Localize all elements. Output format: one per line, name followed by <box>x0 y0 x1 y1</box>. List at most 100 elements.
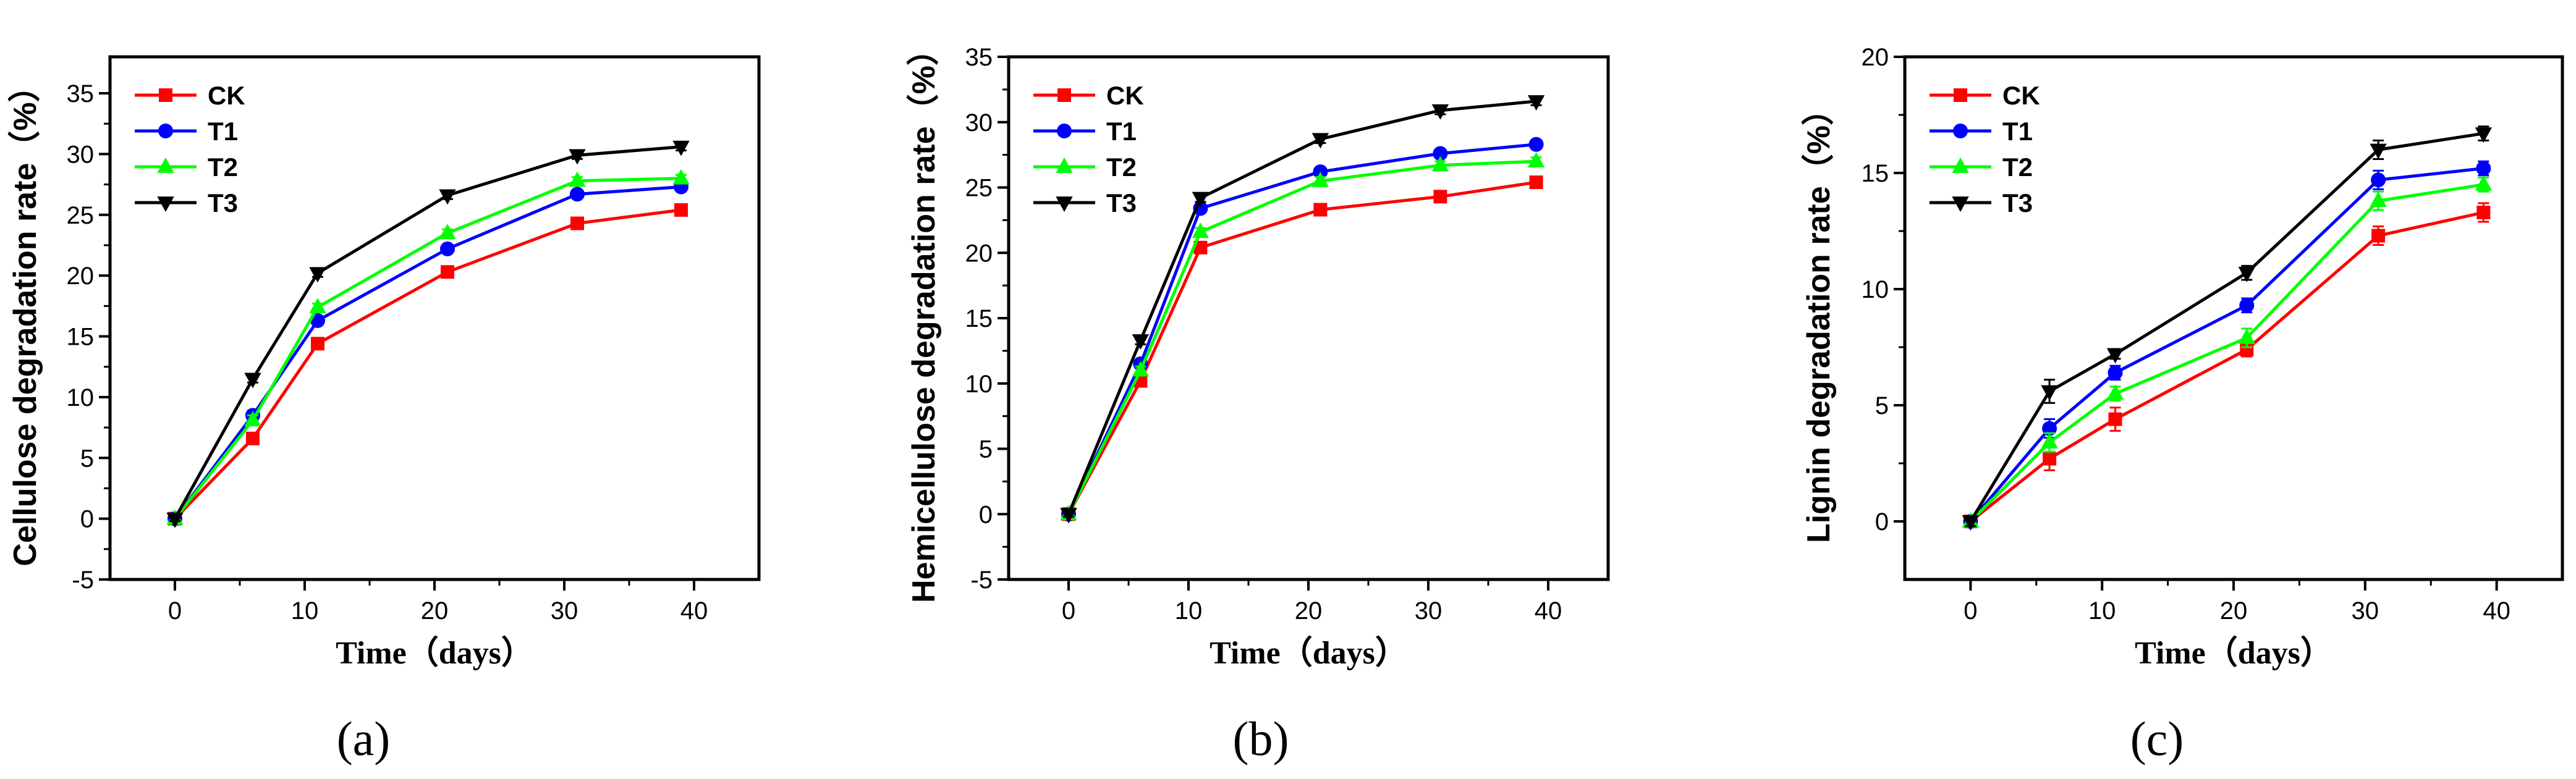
data-point <box>1433 190 1447 204</box>
x-tick-label: 0 <box>1964 597 1977 625</box>
data-point <box>2238 328 2255 344</box>
data-point <box>1528 137 1544 152</box>
data-point <box>1192 192 1210 208</box>
series-ck <box>1062 175 1543 521</box>
legend-label: T3 <box>208 188 238 217</box>
x-tick-label: 0 <box>1062 597 1075 625</box>
legend-item-t1: T1 <box>135 117 238 146</box>
y-axis-label: Lignin degradation rate（%） <box>1801 93 1837 543</box>
data-point <box>1056 196 1073 213</box>
y-tick-label: -5 <box>970 566 993 594</box>
series-line <box>174 177 682 520</box>
x-tick-label: 20 <box>421 597 449 625</box>
series-t3 <box>1060 95 1545 524</box>
series-line <box>1969 166 2484 523</box>
series-t2 <box>166 169 690 525</box>
y-tick-label: 20 <box>1862 44 1889 71</box>
y-tick-label: 0 <box>979 501 993 528</box>
y-tick-label: 35 <box>67 80 95 107</box>
y-tick-label: 25 <box>67 202 95 229</box>
data-point <box>2370 143 2387 159</box>
x-tick-label: 10 <box>291 597 319 625</box>
series-t1 <box>167 179 688 526</box>
y-tick-label: 35 <box>965 44 993 71</box>
x-tick-label: 40 <box>2483 597 2510 625</box>
legend-item-t2: T2 <box>1930 153 2033 182</box>
data-point <box>1311 171 1329 187</box>
legend-label: CK <box>1106 81 1144 110</box>
data-point <box>1313 203 1328 217</box>
data-point <box>2238 266 2255 282</box>
y-tick-label: 0 <box>1875 508 1889 536</box>
legend-label: T2 <box>208 153 238 182</box>
data-point <box>166 512 184 528</box>
x-axis-label: Time（days） <box>336 635 533 671</box>
data-point <box>1962 515 1980 531</box>
data-point <box>441 265 454 279</box>
y-tick-label: 10 <box>965 371 993 398</box>
data-point <box>1132 361 1150 377</box>
plot-frame <box>1007 55 1610 581</box>
series-ck <box>168 203 688 526</box>
series-ck <box>1964 202 2491 528</box>
panel-label: (c) <box>2130 712 2184 765</box>
y-tick-label: 5 <box>1875 392 1889 419</box>
x-tick-label: 30 <box>1415 597 1443 625</box>
legend-label: T2 <box>2002 153 2033 182</box>
y-tick-label: 25 <box>965 175 993 202</box>
data-point <box>2041 433 2058 448</box>
chart-panel-2: 0 10 20 30 40 -5 0 5 10 15 20 25 30 35 Time（days） Hemic… <box>906 33 1610 765</box>
data-point <box>244 411 261 427</box>
data-point <box>2106 384 2124 400</box>
data-point <box>1192 222 1210 238</box>
data-point <box>674 203 688 217</box>
series-line <box>1969 183 2484 523</box>
data-point <box>309 298 326 314</box>
legend-item-t3: T3 <box>1033 188 1137 217</box>
data-point <box>439 224 456 240</box>
y-axis-label: Cellulose degradation rate（%） <box>7 70 43 566</box>
data-point <box>2106 348 2124 364</box>
data-point <box>1311 133 1329 149</box>
series-t2 <box>1060 152 1545 521</box>
data-point <box>1953 124 1968 138</box>
y-tick-label: 0 <box>80 506 94 533</box>
x-tick-label: 40 <box>1535 597 1562 625</box>
data-point <box>2476 205 2491 219</box>
legend-label: T1 <box>1106 117 1137 146</box>
y-tick-label: 15 <box>67 324 95 351</box>
x-axis-label: Time（days） <box>1210 635 1407 671</box>
y-tick-label: 10 <box>1862 276 1889 303</box>
data-point <box>158 124 173 138</box>
chart-panel-1: 0 10 20 30 40 -5 0 5 10 15 20 25 30 35 Time（days） Cellu… <box>7 55 761 765</box>
legend-item-t3: T3 <box>1930 188 2033 217</box>
legend-label: CK <box>2002 81 2040 110</box>
data-point <box>1057 124 1072 138</box>
data-point <box>570 216 584 230</box>
legend-label: T1 <box>208 117 238 146</box>
data-point <box>159 88 172 102</box>
data-point <box>1431 104 1449 120</box>
data-point <box>1060 508 1077 524</box>
data-point <box>2108 412 2122 426</box>
data-point <box>2475 127 2493 143</box>
data-point <box>439 189 456 205</box>
data-point <box>2371 229 2386 243</box>
data-point <box>1431 156 1449 172</box>
data-point <box>244 373 261 389</box>
data-point <box>2108 365 2123 381</box>
x-tick-label: 10 <box>2088 597 2116 625</box>
y-tick-label: 10 <box>67 384 95 411</box>
legend-item-t1: T1 <box>1033 117 1137 146</box>
legend-item-ck: CK <box>135 81 245 110</box>
series-line <box>174 208 682 520</box>
data-point <box>2043 452 2057 466</box>
data-point <box>569 171 586 187</box>
panel-label: (b) <box>1233 712 1289 765</box>
chart-panel-3: 0 10 20 30 40 0 5 10 15 20 Time（days） Lignin degrad… <box>1801 44 2564 765</box>
data-point <box>569 149 586 165</box>
x-tick-label: 20 <box>1295 597 1323 625</box>
y-tick-label: 20 <box>67 263 95 290</box>
data-point <box>1527 95 1545 111</box>
series-t1 <box>1061 137 1544 522</box>
